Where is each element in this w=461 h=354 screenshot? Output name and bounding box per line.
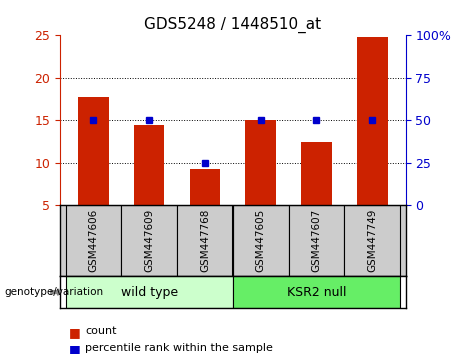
Text: GSM447606: GSM447606 (89, 209, 98, 272)
Title: GDS5248 / 1448510_at: GDS5248 / 1448510_at (144, 16, 321, 33)
Text: percentile rank within the sample: percentile rank within the sample (85, 343, 273, 353)
Text: wild type: wild type (121, 286, 178, 298)
Text: KSR2 null: KSR2 null (287, 286, 346, 298)
Bar (245, 120, 276, 205)
Bar (177, 205, 233, 276)
Text: ■: ■ (69, 326, 81, 339)
Bar (344, 205, 400, 276)
Text: GSM447607: GSM447607 (312, 209, 321, 272)
Bar (357, 37, 388, 205)
Bar (65, 205, 121, 276)
Text: count: count (85, 326, 117, 336)
Bar (78, 97, 109, 205)
Bar (65, 276, 233, 308)
Text: ■: ■ (69, 343, 81, 354)
Text: GSM447605: GSM447605 (256, 209, 266, 272)
Bar (301, 142, 332, 205)
Bar (134, 125, 165, 205)
Bar (233, 205, 289, 276)
Bar (189, 169, 220, 205)
Text: GSM447609: GSM447609 (144, 209, 154, 272)
Bar (121, 205, 177, 276)
Text: genotype/variation: genotype/variation (5, 287, 104, 297)
Bar (233, 276, 400, 308)
Text: GSM447768: GSM447768 (200, 209, 210, 273)
Text: GSM447749: GSM447749 (367, 209, 377, 273)
Bar (289, 205, 344, 276)
